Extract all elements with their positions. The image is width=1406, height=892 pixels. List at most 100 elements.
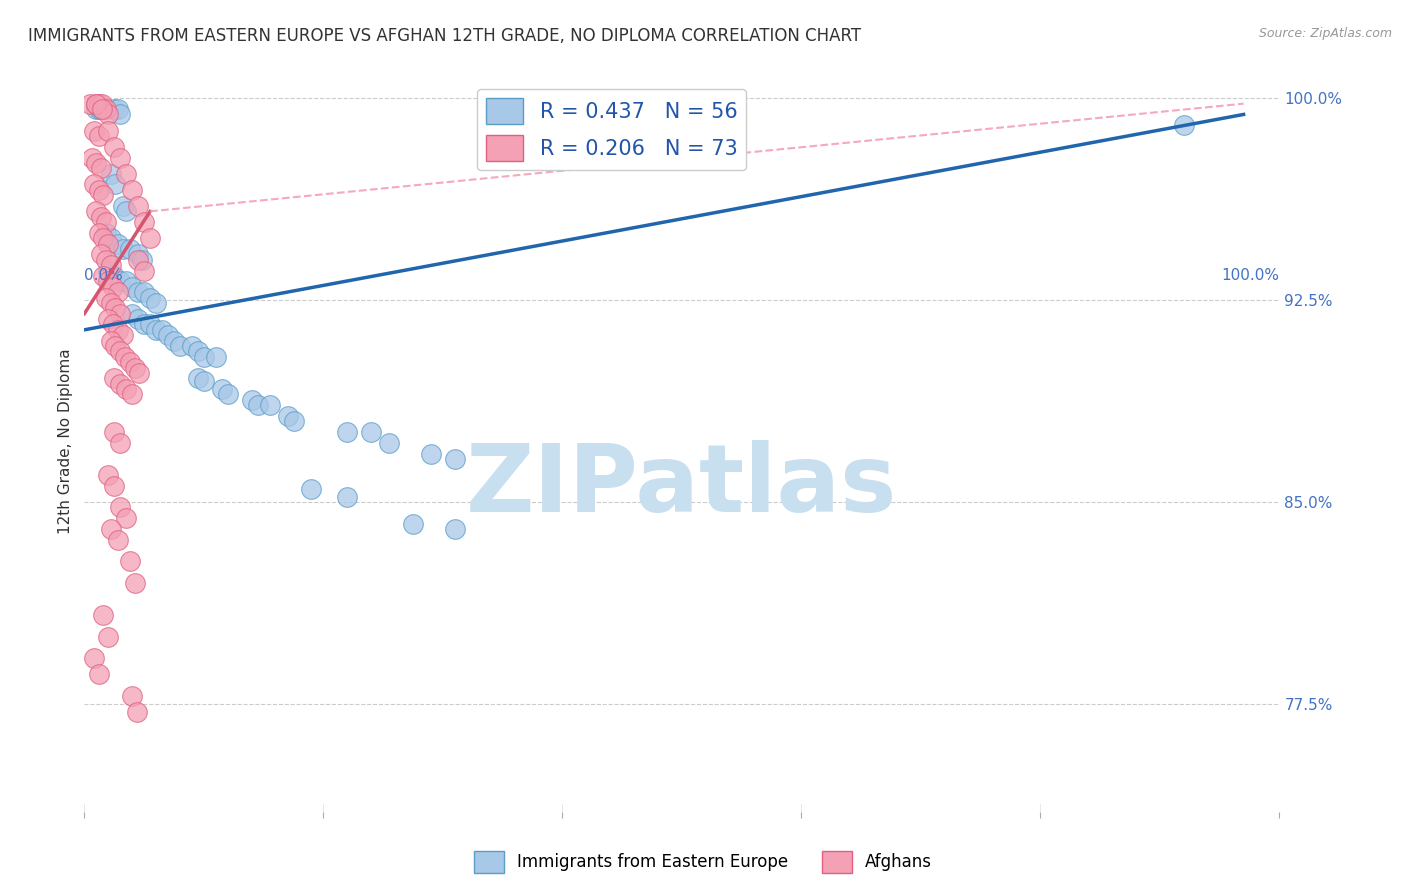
Point xyxy=(121,183,143,197)
Point xyxy=(132,263,156,277)
Point xyxy=(83,651,105,665)
Point xyxy=(131,252,153,267)
Point xyxy=(114,350,136,364)
Point xyxy=(127,247,149,261)
Point xyxy=(104,178,127,192)
Point xyxy=(145,296,167,310)
Point xyxy=(150,323,173,337)
Text: IMMIGRANTS FROM EASTERN EUROPE VS AFGHAN 12TH GRADE, NO DIPLOMA CORRELATION CHAR: IMMIGRANTS FROM EASTERN EUROPE VS AFGHAN… xyxy=(28,27,862,45)
Point xyxy=(127,252,149,267)
Point xyxy=(93,608,115,623)
Point xyxy=(111,242,134,256)
Point xyxy=(246,398,269,412)
Point xyxy=(193,374,215,388)
Point xyxy=(124,575,146,590)
Point xyxy=(97,263,120,277)
Point xyxy=(86,156,108,170)
Point xyxy=(402,516,425,531)
Point xyxy=(110,307,132,321)
Point xyxy=(100,334,122,348)
Point xyxy=(97,236,120,251)
Point xyxy=(336,425,359,439)
Point xyxy=(118,355,141,369)
Point xyxy=(211,382,233,396)
Point xyxy=(100,231,122,245)
Point xyxy=(91,96,114,111)
Point xyxy=(101,318,124,332)
Legend: R = 0.437   N = 56, R = 0.206   N = 73: R = 0.437 N = 56, R = 0.206 N = 73 xyxy=(477,89,745,169)
Point xyxy=(107,236,129,251)
Point xyxy=(127,285,149,299)
Point xyxy=(80,151,103,165)
Point xyxy=(107,533,129,547)
Point xyxy=(97,107,120,121)
Point xyxy=(103,140,125,154)
Point xyxy=(100,522,122,536)
Point xyxy=(193,350,215,364)
Point xyxy=(283,414,305,428)
Point xyxy=(90,102,112,116)
Point xyxy=(115,382,138,396)
Point xyxy=(139,318,162,332)
Point xyxy=(115,204,138,219)
Point xyxy=(118,554,141,568)
Point xyxy=(90,210,112,224)
Point xyxy=(91,102,114,116)
Point xyxy=(97,312,120,326)
Point xyxy=(101,279,124,293)
Text: 100.0%: 100.0% xyxy=(1222,268,1279,283)
Point xyxy=(336,490,359,504)
Point xyxy=(217,387,239,401)
Point xyxy=(86,96,108,111)
Point xyxy=(97,274,120,288)
Point xyxy=(163,334,186,348)
Point xyxy=(259,398,281,412)
Point xyxy=(121,279,143,293)
Point xyxy=(121,307,143,321)
Point xyxy=(132,285,156,299)
Point xyxy=(103,425,125,439)
Point xyxy=(94,291,117,305)
Point xyxy=(107,285,129,299)
Point xyxy=(240,392,263,407)
Point xyxy=(103,371,125,385)
Point xyxy=(110,344,132,359)
Point xyxy=(157,328,180,343)
Point xyxy=(79,96,101,111)
Point xyxy=(87,226,110,240)
Point xyxy=(83,123,105,137)
Point xyxy=(107,102,129,116)
Point xyxy=(110,151,132,165)
Point xyxy=(127,312,149,326)
Point xyxy=(132,215,156,229)
Point xyxy=(94,226,117,240)
Point xyxy=(104,339,127,353)
Point xyxy=(132,318,156,332)
Point xyxy=(93,231,115,245)
Point xyxy=(87,96,110,111)
Point xyxy=(110,500,132,515)
Point xyxy=(110,376,132,391)
Point xyxy=(124,360,146,375)
Point xyxy=(86,96,108,111)
Legend: Immigrants from Eastern Europe, Afghans: Immigrants from Eastern Europe, Afghans xyxy=(467,845,939,880)
Point xyxy=(115,274,138,288)
Point xyxy=(110,436,132,450)
Point xyxy=(87,102,110,116)
Point xyxy=(378,436,401,450)
Point xyxy=(87,667,110,681)
Point xyxy=(360,425,382,439)
Point xyxy=(94,102,117,116)
Point xyxy=(97,123,120,137)
Point xyxy=(100,296,122,310)
Point xyxy=(104,301,127,316)
Point xyxy=(187,344,209,359)
Point xyxy=(90,161,112,176)
Point xyxy=(128,366,150,380)
Point xyxy=(301,482,323,496)
Point xyxy=(205,350,228,364)
Point xyxy=(420,447,443,461)
Point xyxy=(277,409,299,423)
Point xyxy=(94,252,117,267)
Point xyxy=(444,452,467,467)
